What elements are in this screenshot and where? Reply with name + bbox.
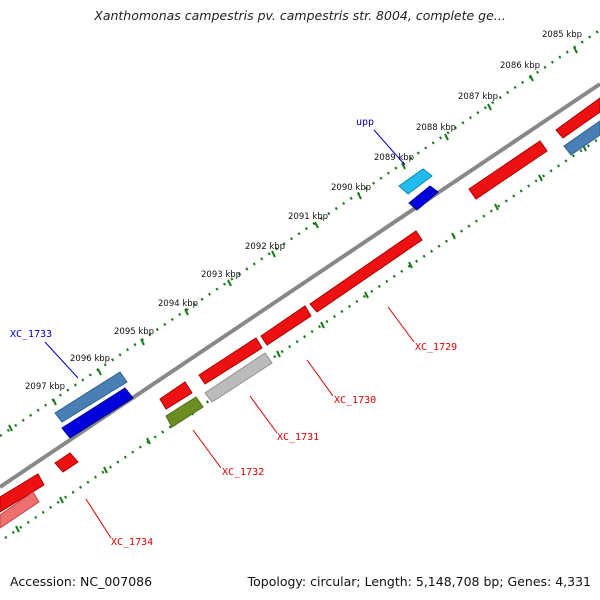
- gene-label-xc-1730: XC_1730: [334, 395, 376, 406]
- outer-genes: [0, 97, 600, 513]
- tick-label: 2090 kbp: [331, 183, 371, 193]
- inner-tick-track: [4, 136, 600, 540]
- gene-xc-1729[interactable]: [309, 230, 423, 313]
- gene-xc-1730[interactable]: [260, 305, 312, 346]
- gene-red-short[interactable]: [159, 381, 193, 410]
- gene-red-right[interactable]: [468, 140, 548, 200]
- gene-steel-right[interactable]: [563, 120, 600, 156]
- gene-label-xc-1729: XC_1729: [415, 342, 457, 353]
- gene-xc-1733[interactable]: [54, 371, 128, 423]
- tick-label: 2095 kbp: [114, 327, 154, 337]
- gene-xc-1731[interactable]: [204, 352, 273, 403]
- gene-red-lower-left[interactable]: [0, 473, 45, 513]
- topology-text: Topology: circular; Length: 5,148,708 bp…: [247, 574, 591, 589]
- gene-blue-left[interactable]: [61, 387, 134, 439]
- tick-label: 2089 kbp: [374, 153, 414, 163]
- gene-xc-1732[interactable]: [165, 396, 204, 428]
- gene-upp[interactable]: [398, 168, 433, 195]
- gene-label-xc-1731: XC_1731: [277, 432, 319, 443]
- tick-label: 2094 kbp: [158, 299, 198, 309]
- gene-lightred-left[interactable]: [0, 491, 40, 529]
- tick-label: 2093 kbp: [201, 270, 241, 280]
- tick-label: 2096 kbp: [70, 354, 110, 364]
- gene-xc-1734[interactable]: [54, 452, 79, 473]
- tick-label: 2087 kbp: [458, 92, 498, 102]
- accession-text: Accession: NC_007086: [10, 574, 153, 589]
- tick-label: 2097 kbp: [25, 382, 65, 392]
- gene-label-xc-1733: XC_1733: [10, 329, 52, 340]
- gene-red-small-mid[interactable]: [198, 337, 263, 385]
- tick-label: 2091 kbp: [288, 212, 328, 222]
- gene-label-xc-1734: XC_1734: [111, 537, 153, 548]
- tick-label: 2088 kbp: [416, 123, 456, 133]
- gene-blue-near-upp[interactable]: [408, 185, 439, 211]
- outer-tick-track: [0, 28, 600, 438]
- map-title: Xanthomonas campestris pv. campestris st…: [94, 8, 506, 23]
- tick-label: 2085 kbp: [542, 30, 582, 40]
- tick-label: 2086 kbp: [500, 61, 540, 71]
- gene-red-far-right[interactable]: [555, 97, 600, 139]
- label-leaders: [44, 129, 415, 539]
- gene-label-xc-1732: XC_1732: [222, 467, 264, 478]
- gene-label-upp: upp: [356, 117, 374, 128]
- tick-labels: 2085 kbp 2086 kbp 2087 kbp 2088 kbp 2089…: [25, 30, 582, 392]
- gene-labels: upp XC_1733 XC_1729 XC_1730 XC_1731 XC_1…: [10, 117, 457, 548]
- tick-label: 2092 kbp: [245, 242, 285, 252]
- genome-backbone: [0, 82, 600, 489]
- inner-genes: [0, 120, 600, 529]
